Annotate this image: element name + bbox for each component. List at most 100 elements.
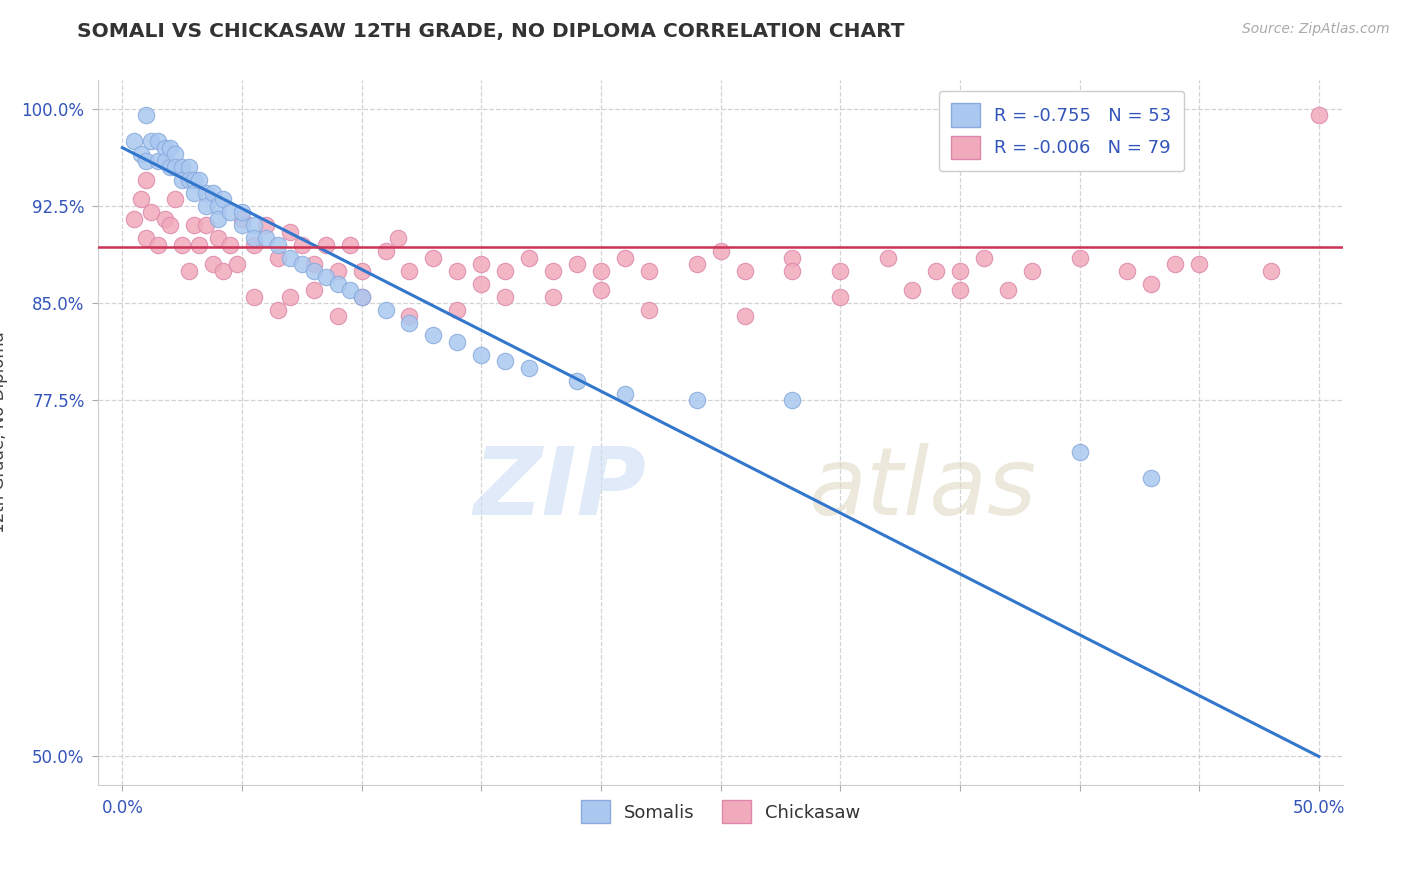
Point [494, 354, 516, 368]
Point [470, 348, 492, 362]
Point [135, 173, 157, 187]
Point [830, 263, 852, 277]
Point [1308, 108, 1330, 122]
Point [589, 283, 612, 297]
Point [291, 237, 314, 252]
Point [207, 231, 229, 245]
Point [179, 263, 201, 277]
Point [877, 251, 900, 265]
Point [267, 302, 290, 317]
Point [339, 283, 361, 297]
Point [973, 251, 995, 265]
Point [207, 199, 229, 213]
Point [901, 283, 924, 297]
Point [326, 277, 349, 291]
Point [589, 263, 612, 277]
Point [159, 219, 181, 233]
Point [326, 309, 349, 323]
Point [179, 173, 201, 187]
Point [1140, 471, 1163, 485]
Point [734, 309, 756, 323]
Point [183, 173, 205, 187]
Point [997, 283, 1019, 297]
Point [211, 193, 233, 207]
Point [782, 263, 804, 277]
Point [278, 251, 301, 265]
Point [613, 251, 636, 265]
Point [155, 211, 177, 226]
Point [187, 173, 209, 187]
Point [231, 211, 253, 226]
Point [183, 186, 205, 200]
Point [734, 263, 756, 277]
Point [398, 316, 420, 330]
Point [278, 290, 301, 304]
Point [398, 309, 420, 323]
Point [155, 141, 177, 155]
Point [541, 263, 564, 277]
Point [1069, 445, 1091, 459]
Point [183, 219, 205, 233]
Point [517, 360, 540, 375]
Point [565, 257, 588, 271]
Point [446, 263, 468, 277]
Point [135, 108, 157, 122]
Point [446, 302, 468, 317]
Point [179, 160, 201, 174]
Point [124, 134, 146, 148]
Point [172, 237, 194, 252]
Point [1260, 263, 1282, 277]
Point [637, 302, 659, 317]
Point [541, 290, 564, 304]
Point [278, 225, 301, 239]
Point [291, 257, 314, 271]
Point [1164, 257, 1187, 271]
Point [1069, 251, 1091, 265]
Point [202, 186, 225, 200]
Point [243, 219, 266, 233]
Text: SOMALI VS CHICKASAW 12TH GRADE, NO DIPLOMA CORRELATION CHART: SOMALI VS CHICKASAW 12TH GRADE, NO DIPLO… [77, 22, 905, 41]
Point [374, 244, 396, 259]
Point [243, 237, 266, 252]
Point [782, 393, 804, 408]
Point [219, 237, 242, 252]
Point [195, 186, 218, 200]
Point [398, 263, 420, 277]
Point [195, 199, 218, 213]
Point [949, 263, 972, 277]
Point [124, 211, 146, 226]
Point [350, 290, 373, 304]
Point [925, 263, 948, 277]
Point [139, 205, 162, 219]
Point [219, 205, 242, 219]
Point [517, 251, 540, 265]
Point [830, 290, 852, 304]
Point [1188, 257, 1211, 271]
Point [231, 219, 253, 233]
Point [159, 141, 181, 155]
Point [254, 219, 277, 233]
Point [350, 263, 373, 277]
Point [148, 153, 170, 168]
Point [709, 244, 731, 259]
Point [350, 290, 373, 304]
Point [211, 263, 233, 277]
Point [243, 290, 266, 304]
Point [163, 193, 186, 207]
Point [302, 263, 325, 277]
Point [267, 251, 290, 265]
Point [446, 334, 468, 349]
Point [387, 231, 409, 245]
Point [1021, 263, 1043, 277]
Point [187, 237, 209, 252]
Point [685, 393, 707, 408]
Text: atlas: atlas [807, 443, 1036, 534]
Point [1140, 277, 1163, 291]
Point [422, 328, 444, 343]
Legend: Somalis, Chickasaw: Somalis, Chickasaw [572, 791, 869, 832]
Point [163, 147, 186, 161]
Point [226, 257, 249, 271]
Point [315, 237, 337, 252]
Point [470, 277, 492, 291]
Point [135, 231, 157, 245]
